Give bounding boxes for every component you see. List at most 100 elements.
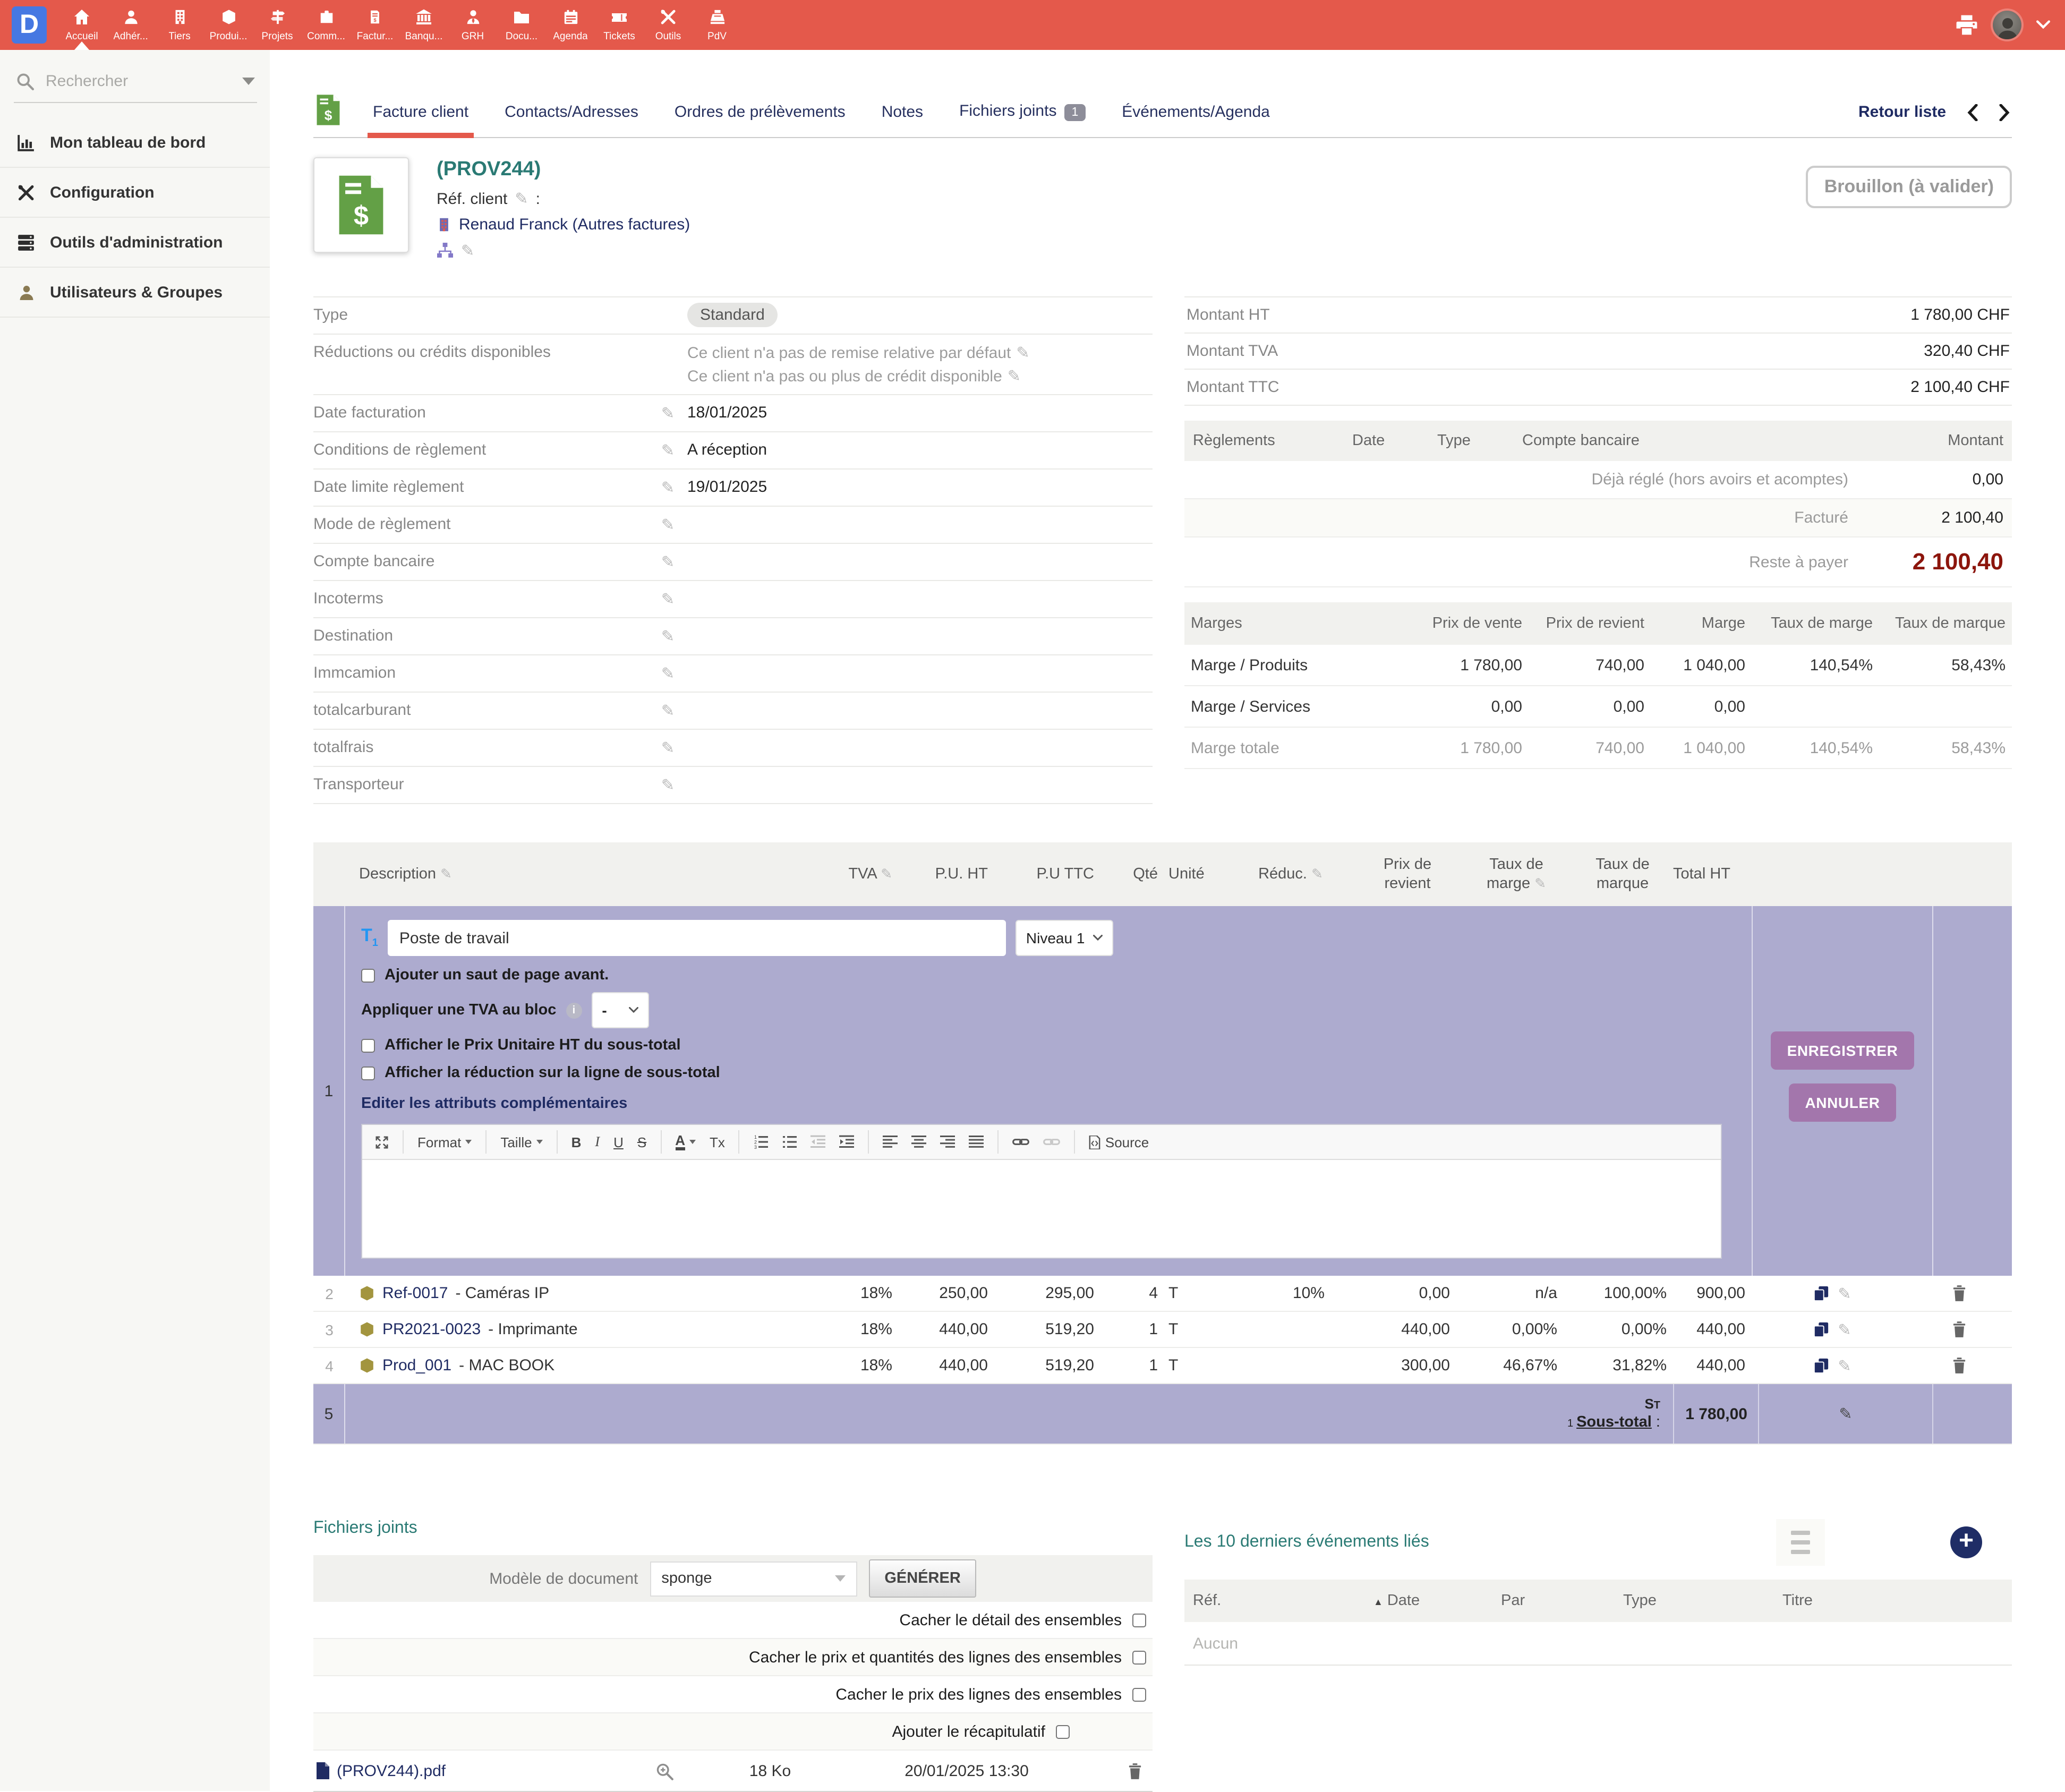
edit-credit-icon[interactable]: ✎ [1007, 368, 1021, 386]
menu-tickets[interactable]: Tickets [595, 0, 644, 50]
menu-adherents[interactable]: Adhér... [106, 0, 155, 50]
outdent-icon[interactable] [806, 1131, 831, 1153]
source-button[interactable]: Source [1084, 1131, 1154, 1153]
edit-icon[interactable]: ✎ [661, 702, 675, 720]
print-icon[interactable] [1956, 14, 1978, 36]
edit-ref-client-icon[interactable]: ✎ [515, 190, 528, 208]
sidebar-item-users-groups[interactable]: Utilisateurs & Groupes [0, 268, 270, 318]
edit-icon[interactable]: ✎ [661, 479, 675, 497]
tab-facture-client[interactable]: Facture client [355, 103, 487, 138]
underline-button[interactable]: U [613, 1134, 624, 1150]
document-model-select[interactable]: sponge [650, 1561, 857, 1596]
pagebreak-checkbox[interactable] [361, 968, 375, 982]
remove-format-button[interactable]: Tx [709, 1134, 725, 1150]
level-select[interactable]: Niveau 1 [1015, 920, 1114, 956]
next-icon[interactable] [1999, 104, 2010, 121]
edit-icon[interactable]: ✎ [661, 516, 675, 534]
hide-price-qty-checkbox[interactable] [1132, 1650, 1146, 1664]
tab-contacts-adresses[interactable]: Contacts/Adresses [487, 103, 656, 137]
tab-notes[interactable]: Notes [864, 103, 941, 137]
edit-icon[interactable]: ✎ [661, 628, 675, 646]
back-to-list-link[interactable]: Retour liste [1858, 103, 1946, 121]
add-event-icon[interactable]: + [1950, 1526, 1982, 1558]
sidebar-item-dashboard[interactable]: Mon tableau de bord [0, 118, 270, 168]
product-ref-link[interactable]: PR2021-0023 [382, 1320, 481, 1338]
indent-icon[interactable] [834, 1131, 860, 1153]
prev-icon[interactable] [1967, 104, 1978, 121]
events-list-icon[interactable] [1776, 1519, 1825, 1566]
size-dropdown[interactable]: Taille [495, 1131, 548, 1153]
tab-evenements-agenda[interactable]: Événements/Agenda [1104, 103, 1288, 137]
menu-produits[interactable]: Produi... [204, 0, 253, 50]
clone-line-icon[interactable] [1813, 1358, 1829, 1373]
menu-agenda[interactable]: Agenda [546, 0, 595, 50]
edit-reduc-icon[interactable]: ✎ [1311, 865, 1323, 882]
align-left-icon[interactable] [878, 1131, 903, 1153]
user-chevron-down-icon[interactable] [2036, 20, 2050, 30]
text-color-button[interactable]: A [670, 1130, 701, 1154]
unlink-icon[interactable] [1038, 1131, 1066, 1153]
align-right-icon[interactable] [935, 1131, 961, 1153]
product-ref-link[interactable]: Ref-0017 [382, 1284, 448, 1302]
edit-description-icon[interactable]: ✎ [440, 865, 452, 882]
edit-margin-icon[interactable]: ✎ [1534, 875, 1547, 891]
edit-subtotal-icon[interactable]: ✎ [1839, 1405, 1853, 1423]
edit-icon[interactable]: ✎ [661, 739, 675, 757]
menu-accueil[interactable]: Accueil [57, 0, 106, 50]
hide-price-checkbox[interactable] [1132, 1687, 1146, 1701]
tab-fichiers-joints[interactable]: Fichiers joints 1 [941, 102, 1104, 137]
menu-grh[interactable]: GRH [448, 0, 497, 50]
edit-line-icon[interactable]: ✎ [1838, 1321, 1851, 1339]
bold-button[interactable]: B [571, 1134, 582, 1150]
edit-icon[interactable]: ✎ [661, 591, 675, 609]
delete-line-icon[interactable] [1952, 1285, 1966, 1301]
subtotal-title-input[interactable] [387, 920, 1006, 956]
menu-pdv[interactable]: PdV [693, 0, 741, 50]
hide-detail-checkbox[interactable] [1132, 1613, 1146, 1627]
sort-asc-icon[interactable]: ▲ [1373, 1597, 1383, 1607]
delete-line-icon[interactable] [1952, 1321, 1966, 1337]
maximize-icon[interactable] [370, 1132, 394, 1152]
customer-link[interactable]: Renaud Franck (Autres factures) [459, 216, 690, 234]
ordered-list-icon[interactable] [748, 1131, 774, 1153]
strike-button[interactable]: S [637, 1134, 647, 1150]
bullet-list-icon[interactable] [777, 1131, 803, 1153]
avatar[interactable] [1993, 11, 2021, 39]
delete-line-icon[interactable] [1952, 1358, 1966, 1373]
format-dropdown[interactable]: Format [412, 1131, 477, 1153]
show-reduc-checkbox[interactable] [361, 1066, 375, 1080]
clone-line-icon[interactable] [1813, 1321, 1829, 1337]
edit-icon[interactable]: ✎ [661, 665, 675, 683]
edit-project-icon[interactable]: ✎ [461, 242, 475, 260]
edit-tva-icon[interactable]: ✎ [881, 865, 892, 882]
dolibarr-logo[interactable]: D [12, 6, 47, 44]
sidebar-item-configuration[interactable]: Configuration [0, 168, 270, 218]
cancel-button[interactable]: ANNULER [1789, 1083, 1896, 1122]
edit-attributes-link[interactable]: Editer les attributs complémentaires [361, 1095, 628, 1112]
menu-banques[interactable]: Banqu... [399, 0, 448, 50]
menu-documents[interactable]: Docu... [497, 0, 546, 50]
sidebar-item-admin-tools[interactable]: Outils d'administration [0, 218, 270, 268]
edit-line-icon[interactable]: ✎ [1838, 1285, 1851, 1303]
italic-button[interactable]: I [595, 1133, 600, 1149]
edit-line-icon[interactable]: ✎ [1838, 1357, 1851, 1375]
show-pu-checkbox[interactable] [361, 1038, 375, 1052]
search-input[interactable] [44, 71, 233, 91]
menu-tiers[interactable]: Tiers [155, 0, 204, 50]
file-link[interactable]: (PROV244).pdf [337, 1762, 446, 1780]
search-caret-icon[interactable] [242, 78, 255, 85]
menu-commerce[interactable]: Comm... [302, 0, 351, 50]
edit-icon[interactable]: ✎ [661, 776, 675, 795]
delete-file-icon[interactable] [1128, 1763, 1142, 1779]
menu-facturation[interactable]: Factur... [351, 0, 399, 50]
tab-ordres-prelevements[interactable]: Ordres de prélèvements [656, 103, 864, 137]
save-button[interactable]: ENREGISTRER [1771, 1031, 1914, 1070]
edit-icon[interactable]: ✎ [661, 553, 675, 571]
preview-zoom-icon[interactable] [655, 1762, 673, 1780]
generate-button[interactable]: GÉNÉRER [868, 1559, 977, 1598]
add-summary-checkbox[interactable] [1056, 1725, 1070, 1738]
edit-discount-icon[interactable]: ✎ [1016, 344, 1030, 362]
link-icon[interactable] [1008, 1131, 1035, 1153]
product-ref-link[interactable]: Prod_001 [382, 1356, 452, 1375]
align-justify-icon[interactable] [964, 1131, 989, 1153]
